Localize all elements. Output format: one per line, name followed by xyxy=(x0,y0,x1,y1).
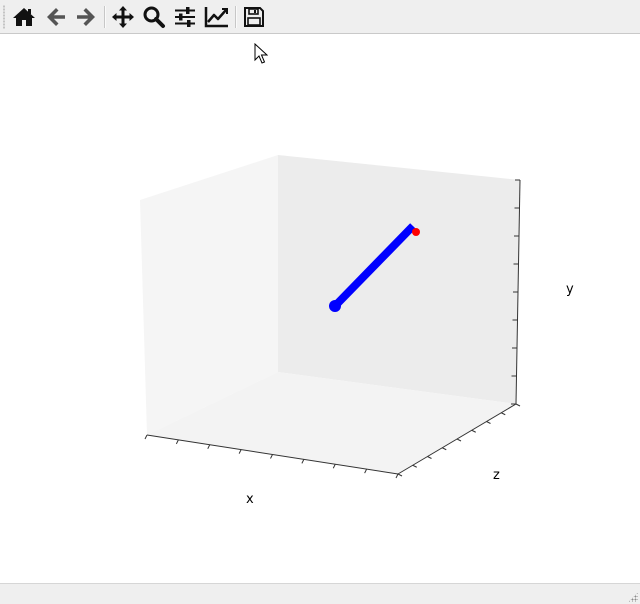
tick-mark xyxy=(486,421,491,424)
line-chart-icon xyxy=(204,7,228,28)
tick-mark xyxy=(144,434,148,440)
tick-mark xyxy=(238,449,242,454)
tick-mark xyxy=(427,456,432,459)
home-button[interactable] xyxy=(11,4,37,30)
navigation-toolbar xyxy=(0,0,640,34)
tick-mark xyxy=(207,444,211,449)
mouse-cursor xyxy=(254,43,268,64)
y-axis-label: y xyxy=(566,282,574,297)
tick-mark xyxy=(501,412,506,416)
forward-button[interactable] xyxy=(73,4,99,30)
toolbar-separator xyxy=(104,6,106,28)
pan-button[interactable] xyxy=(110,4,136,30)
save-button[interactable] xyxy=(241,4,267,30)
start-point-marker xyxy=(329,300,341,312)
tick-mark xyxy=(395,473,399,479)
figure-canvas[interactable]: x z y xyxy=(0,35,640,583)
arrow-right-icon xyxy=(77,8,95,26)
tick-mark xyxy=(456,438,462,442)
pane-left xyxy=(140,155,278,435)
floppy-disk-icon xyxy=(244,7,264,27)
tick-mark xyxy=(175,439,179,445)
back-button[interactable] xyxy=(43,4,69,30)
sliders-icon xyxy=(175,7,195,27)
tick-mark xyxy=(270,454,273,459)
y-axis-ticks xyxy=(511,179,520,405)
tick-mark xyxy=(364,468,368,474)
toolbar-separator xyxy=(235,6,237,28)
move-icon xyxy=(112,6,134,28)
resize-grip[interactable] xyxy=(628,592,638,602)
edit-axis-button[interactable] xyxy=(204,4,230,30)
z-axis-ticks xyxy=(397,403,521,477)
tick-mark xyxy=(412,464,417,468)
z-axis-label: z xyxy=(493,468,500,483)
tick-mark xyxy=(515,403,521,407)
tick-mark xyxy=(301,459,305,464)
arrow-left-icon xyxy=(47,8,65,26)
end-point-marker xyxy=(412,228,420,236)
status-bar xyxy=(0,583,640,604)
tick-mark xyxy=(397,473,403,477)
home-icon xyxy=(13,8,35,26)
x-axis-ticks xyxy=(144,434,399,479)
magnifier-icon xyxy=(143,6,165,28)
zoom-button[interactable] xyxy=(141,4,167,30)
pane-floor xyxy=(147,372,516,474)
axes-3d[interactable]: x z y xyxy=(0,35,640,583)
tick-mark xyxy=(442,447,447,451)
tick-mark xyxy=(471,429,476,433)
toolbar-grip[interactable] xyxy=(3,5,5,29)
subplots-button[interactable] xyxy=(172,4,198,30)
data-line xyxy=(332,223,416,309)
pane-back xyxy=(278,155,520,404)
tick-mark xyxy=(332,464,336,469)
x-axis-label: x xyxy=(246,492,254,507)
